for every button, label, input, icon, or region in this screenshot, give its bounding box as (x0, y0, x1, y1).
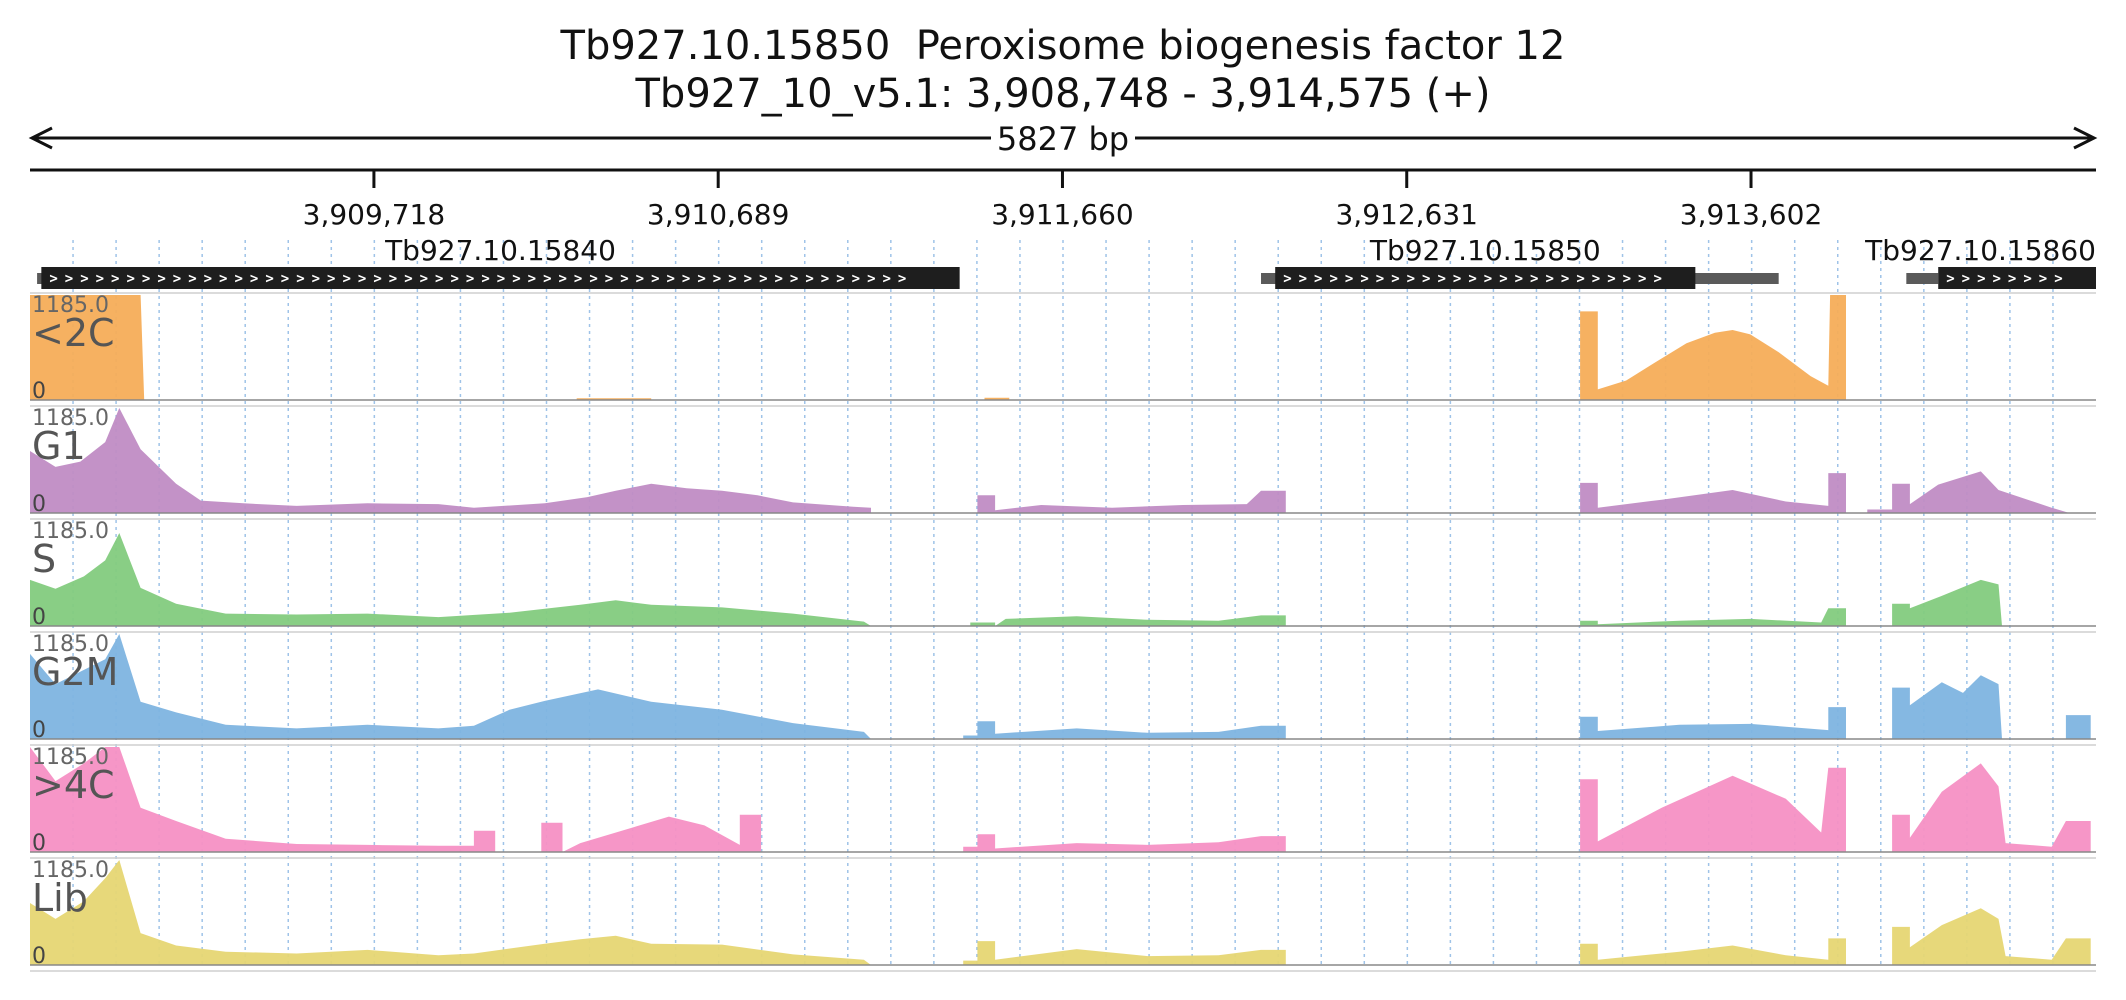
gene-label: Tb927.10.15850 (1369, 234, 1601, 267)
y-max-label: 1185.0 (32, 745, 109, 770)
y-max-label: 1185.0 (32, 858, 109, 883)
span-label-background (991, 116, 1135, 160)
gene-strand-arrows: >>>>>>>>>>>>>>>>>>>>>>>>>>>>>>>>>>>>>>>>… (49, 271, 913, 287)
coverage-area (30, 295, 2096, 400)
coverage-area (30, 533, 2096, 626)
chart-subtitle: Tb927_10_v5.1: 3,908,748 - 3,914,575 (+) (635, 71, 1491, 117)
gene-strand-arrows: >>>>>>>>>>>>>>>>>>>>>>>>> (1283, 271, 1669, 287)
y-max-label: 1185.0 (32, 519, 109, 544)
ruler-tick-label: 3,911,660 (991, 198, 1134, 231)
gene-utr (1906, 273, 1939, 284)
y-max-label: 1185.0 (32, 632, 109, 657)
coverage-area (30, 860, 2096, 965)
track-name: <2C (32, 311, 115, 355)
gene-strand-arrows: >>>>>>>> (1946, 271, 2069, 287)
span-label: 5827 bp (997, 120, 1129, 158)
track-name: Lib (32, 876, 88, 920)
track-name: S (32, 537, 56, 581)
y-min-label: 0 (32, 718, 46, 743)
y-min-label: 0 (32, 379, 46, 404)
track-name: >4C (32, 763, 115, 807)
span-arrow-right-head (2073, 126, 2098, 150)
ruler-tick-label: 3,909,718 (303, 198, 446, 231)
gene-cds (41, 267, 960, 289)
y-min-label: 0 (32, 831, 46, 856)
gene-cds (1275, 267, 1696, 289)
y-min-label: 0 (32, 605, 46, 630)
ruler-tick-label: 3,912,631 (1335, 198, 1478, 231)
y-max-label: 1185.0 (32, 293, 109, 318)
ruler-tick-label: 3,913,602 (1680, 198, 1823, 231)
coverage-area (30, 634, 2096, 739)
y-max-label: 1185.0 (32, 406, 109, 431)
gene-label: Tb927.10.15840 (384, 234, 616, 267)
coverage-area (30, 747, 2096, 852)
gene-cds (1938, 267, 2096, 289)
track-name: G1 (32, 424, 86, 468)
y-min-label: 0 (32, 944, 46, 969)
track-name: G2M (32, 650, 118, 694)
span-arrow-left-head (28, 126, 53, 150)
ruler-tick-label: 3,910,689 (647, 198, 790, 231)
gene-label: Tb927.10.15860 (1864, 234, 2096, 267)
y-min-label: 0 (32, 492, 46, 517)
chart-title: Tb927.10.15850 Peroxisome biogenesis fac… (560, 23, 1566, 69)
